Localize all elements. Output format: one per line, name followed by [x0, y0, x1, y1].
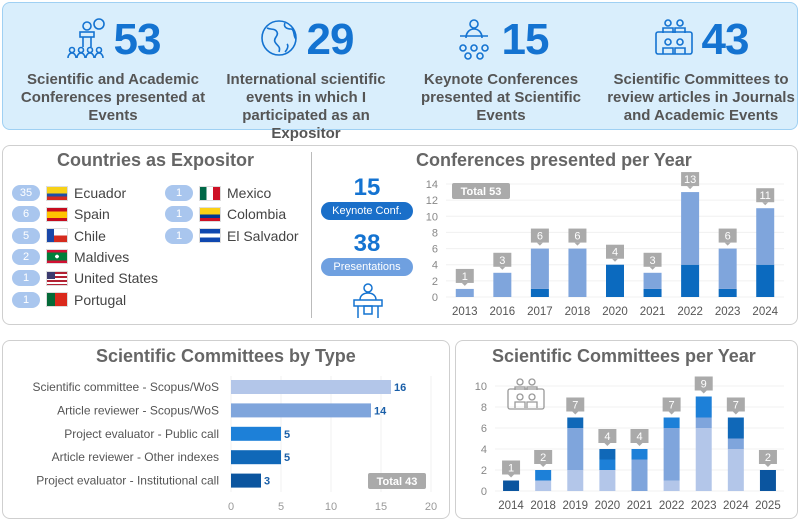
country-count: 1 — [165, 206, 193, 223]
committee-table-icon — [505, 378, 547, 419]
committees-type-title: Scientific Committees by Type — [96, 346, 356, 366]
country-name: Maldives — [74, 248, 130, 265]
presentations-count: 38 — [353, 230, 381, 257]
presenter-podium-icon — [350, 282, 386, 325]
stat-value: 43 — [701, 15, 750, 64]
country-item: 5 Chile — [12, 227, 106, 244]
expositor-panel — [2, 145, 798, 325]
globe-icon — [259, 18, 301, 62]
flag-icon — [46, 270, 68, 286]
countries-title: Countries as Expositor — [57, 150, 255, 170]
stat-description: Scientific Committees to review articles… — [607, 71, 795, 124]
stat-card: 15 Keynote Conferences presented at Scien… — [403, 9, 599, 125]
country-name: Chile — [74, 227, 106, 244]
country-count: 1 — [165, 185, 193, 201]
country-count: 1 — [165, 227, 193, 244]
keynote-pill: Keynote Conf. — [321, 202, 413, 220]
country-item: 1 Portugal — [12, 291, 127, 308]
country-count: 5 — [12, 227, 40, 244]
conference-speaker-icon — [66, 18, 108, 62]
country-count: 6 — [12, 206, 40, 223]
country-item: 35 Ecuador — [12, 185, 126, 201]
stat-card: 29 International scientific events in whi… — [208, 9, 404, 143]
flag-icon — [46, 228, 68, 244]
committees-type-panel — [2, 340, 450, 519]
summary-banner: 53 Scientific and Academic Conferences pr… — [2, 2, 799, 142]
flag-icon — [199, 185, 221, 201]
stat-card: 43 Scientific Committees to review articl… — [603, 9, 799, 125]
stat-value: 29 — [306, 15, 355, 64]
flag-icon — [199, 206, 221, 222]
flag-icon — [46, 185, 68, 201]
stat-card: 53 Scientific and Academic Conferences pr… — [15, 9, 211, 125]
country-name: United States — [74, 270, 159, 287]
flag-icon — [199, 228, 221, 244]
country-item: 6 Spain — [12, 206, 110, 223]
country-count: 1 — [12, 291, 40, 308]
stat-value: 15 — [501, 15, 550, 64]
country-name: Portugal — [74, 291, 127, 308]
stat-value: 53 — [113, 15, 162, 64]
country-item: 2 Maldives — [12, 248, 130, 265]
flag-icon — [46, 249, 68, 265]
country-item: 1 Mexico — [165, 185, 271, 201]
committee-table-icon — [654, 18, 696, 62]
committees-year-title: Scientific Committees per Year — [492, 346, 756, 366]
country-item: 1 United States — [12, 270, 159, 287]
divider — [311, 152, 312, 318]
country-name: El Salvador — [227, 227, 299, 244]
country-name: Ecuador — [74, 185, 127, 201]
presentations-pill: Presentations — [321, 258, 413, 276]
country-name: Mexico — [227, 185, 272, 201]
country-name: Colombia — [227, 206, 287, 223]
stat-description: International scientific events in which… — [226, 71, 386, 142]
country-count: 35 — [12, 185, 40, 201]
flag-icon — [46, 206, 68, 222]
country-item: 1 El Salvador — [165, 227, 299, 244]
stat-description: Keynote Conferences presented at Scienti… — [420, 71, 582, 124]
conferences-chart-title: Conferences presented per Year — [416, 150, 692, 170]
stat-description: Scientific and Academic Conferences pres… — [20, 71, 206, 124]
country-name: Spain — [74, 206, 110, 223]
keynote-speaker-icon — [454, 18, 496, 62]
country-count: 2 — [12, 248, 40, 265]
flag-icon — [46, 292, 68, 307]
country-count: 1 — [12, 270, 40, 287]
keynote-count: 15 — [353, 174, 381, 201]
country-item: 1 Colombia — [165, 206, 287, 223]
